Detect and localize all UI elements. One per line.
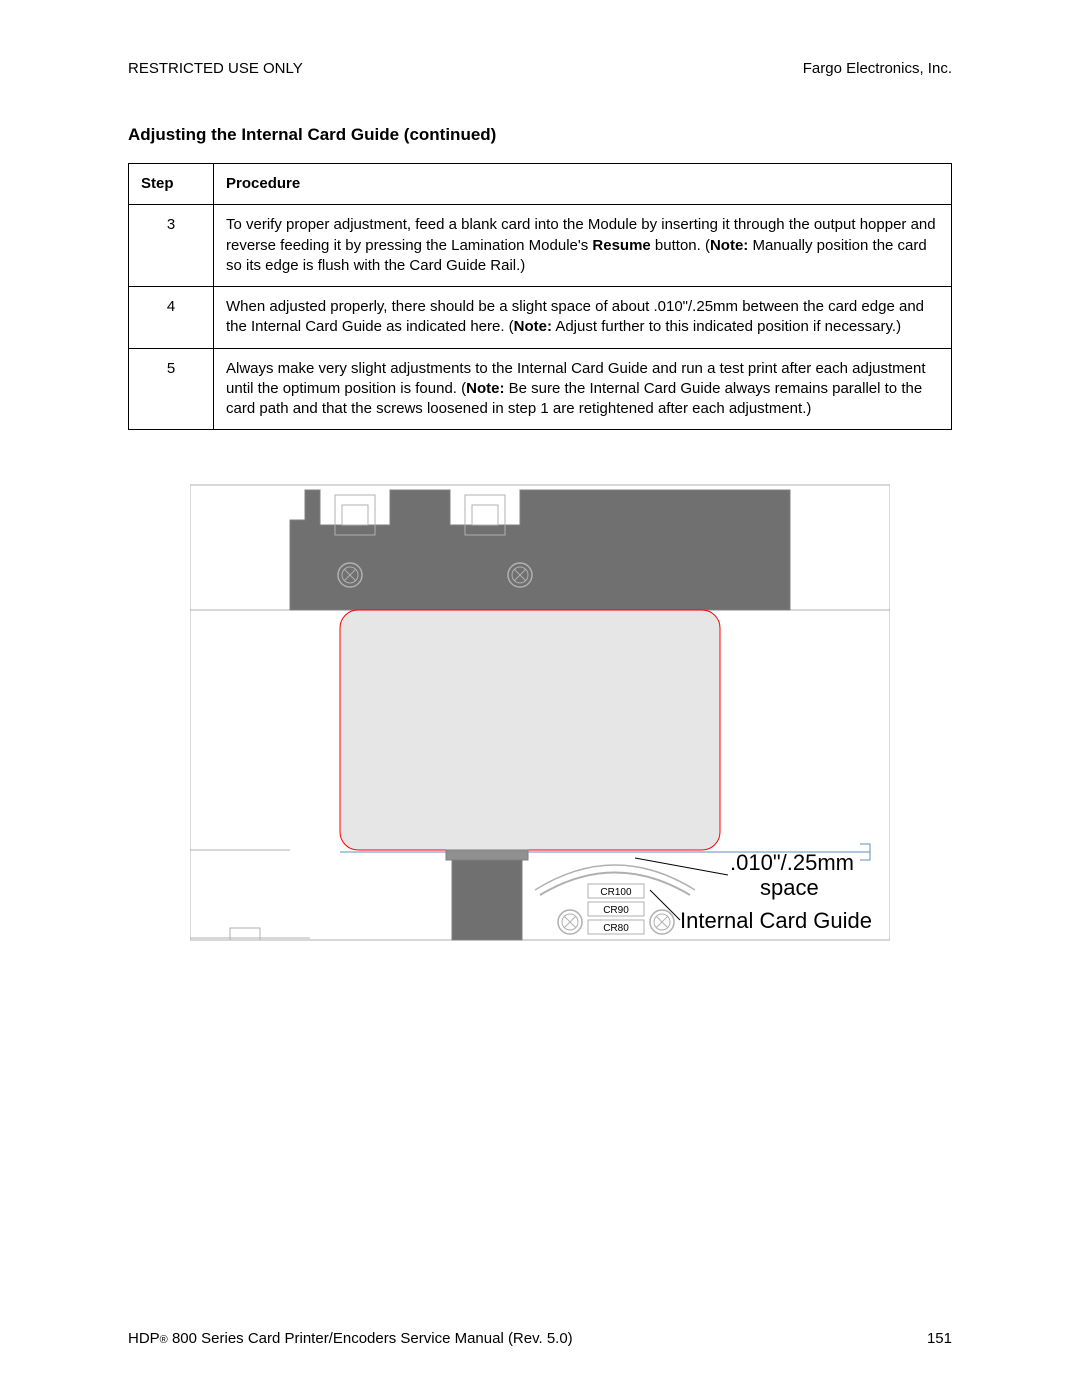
table-row: 3To verify proper adjustment, feed a bla… bbox=[129, 205, 952, 287]
svg-text:Internal Card Guide: Internal Card Guide bbox=[680, 908, 872, 933]
svg-text:CR80: CR80 bbox=[603, 923, 629, 934]
page-footer: HDP® 800 Series Card Printer/Encoders Se… bbox=[128, 1330, 952, 1347]
col-step: Step bbox=[129, 164, 214, 205]
svg-text:.010"/.25mm: .010"/.25mm bbox=[730, 850, 854, 875]
footer-page: 151 bbox=[927, 1330, 952, 1347]
header-left: RESTRICTED USE ONLY bbox=[128, 60, 303, 77]
procedure-cell: To verify proper adjustment, feed a blan… bbox=[214, 205, 952, 287]
procedure-cell: Always make very slight adjustments to t… bbox=[214, 348, 952, 430]
col-procedure: Procedure bbox=[214, 164, 952, 205]
page-header: RESTRICTED USE ONLY Fargo Electronics, I… bbox=[128, 60, 952, 77]
procedure-cell: When adjusted properly, there should be … bbox=[214, 287, 952, 349]
step-cell: 3 bbox=[129, 205, 214, 287]
card-guide-diagram: CR100 CR90 CR80 .010"/.25mmspace Internal Ca… bbox=[190, 470, 890, 950]
header-right: Fargo Electronics, Inc. bbox=[803, 60, 952, 77]
footer-left: HDP® 800 Series Card Printer/Encoders Se… bbox=[128, 1330, 573, 1347]
table-row: 5Always make very slight adjustments to … bbox=[129, 348, 952, 430]
svg-text:CR90: CR90 bbox=[603, 905, 629, 916]
step-cell: 4 bbox=[129, 287, 214, 349]
section-title: Adjusting the Internal Card Guide (conti… bbox=[128, 125, 952, 145]
table-row: 4When adjusted properly, there should be… bbox=[129, 287, 952, 349]
svg-text:space: space bbox=[760, 875, 819, 900]
diagram-container: CR100 CR90 CR80 .010"/.25mmspace Internal Ca… bbox=[128, 470, 952, 950]
procedure-table: Step Procedure 3To verify proper adjustm… bbox=[128, 163, 952, 430]
svg-text:CR100: CR100 bbox=[600, 887, 632, 898]
step-cell: 5 bbox=[129, 348, 214, 430]
